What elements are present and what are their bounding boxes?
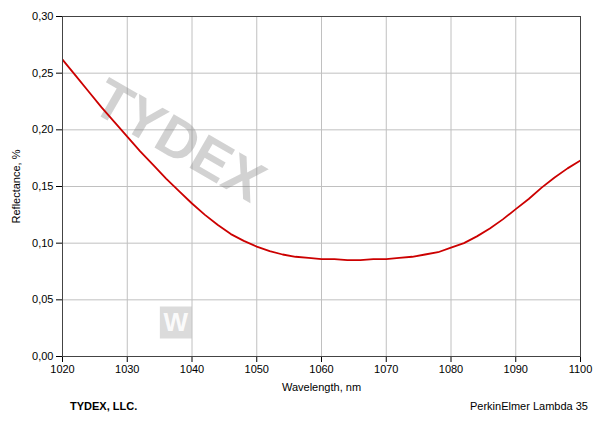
svg-text:0,10: 0,10 — [32, 237, 53, 249]
svg-text:Reflectance, %: Reflectance, % — [10, 149, 22, 223]
svg-text:0,25: 0,25 — [32, 67, 53, 79]
svg-text:1060: 1060 — [309, 363, 333, 375]
svg-text:Wavelength, nm: Wavelength, nm — [282, 381, 361, 393]
svg-text:0,20: 0,20 — [32, 123, 53, 135]
svg-text:1030: 1030 — [115, 363, 139, 375]
svg-text:0,05: 0,05 — [32, 293, 53, 305]
svg-text:0,00: 0,00 — [32, 350, 53, 362]
svg-text:1080: 1080 — [439, 363, 463, 375]
svg-text:1040: 1040 — [180, 363, 204, 375]
svg-text:1050: 1050 — [245, 363, 269, 375]
svg-text:0,15: 0,15 — [32, 180, 53, 192]
svg-text:1090: 1090 — [504, 363, 528, 375]
svg-text:0,30: 0,30 — [32, 10, 53, 22]
svg-text:1070: 1070 — [374, 363, 398, 375]
html-text:PerkinElmer Lambda 35: PerkinElmer Lambda 35 — [470, 400, 588, 412]
svg-text:TYDEX: TYDEX — [83, 65, 277, 214]
svg-text:W: W — [164, 307, 189, 337]
svg-text:1020: 1020 — [50, 363, 74, 375]
svg-text:1100: 1100 — [569, 363, 593, 375]
html-text:TYDEX, LLC.: TYDEX, LLC. — [70, 400, 138, 412]
